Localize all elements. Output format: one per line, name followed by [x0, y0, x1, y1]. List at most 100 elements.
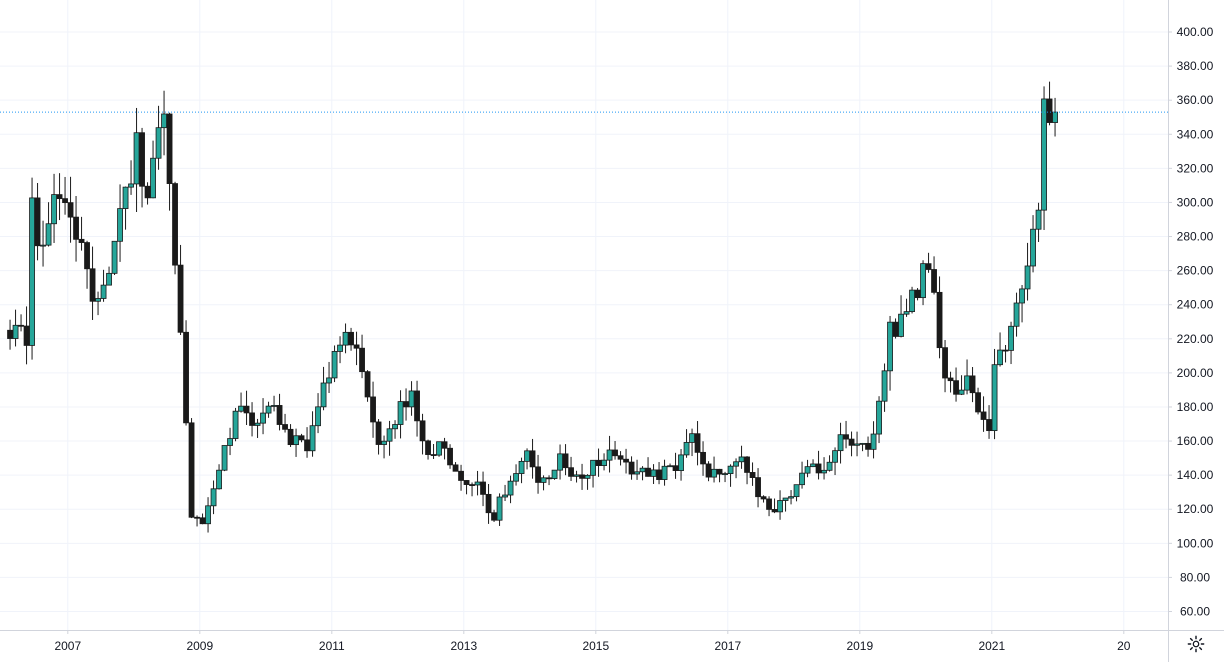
candle[interactable]	[56, 173, 63, 221]
candle[interactable]	[463, 480, 470, 495]
candle[interactable]	[139, 127, 145, 208]
candle[interactable]	[29, 177, 35, 360]
candle[interactable]	[766, 496, 772, 517]
candle[interactable]	[221, 445, 228, 472]
candle[interactable]	[452, 462, 459, 472]
candle[interactable]	[309, 411, 316, 457]
candle[interactable]	[722, 471, 728, 483]
candle[interactable]	[150, 140, 156, 199]
candle[interactable]	[161, 90, 167, 156]
candle[interactable]	[760, 495, 767, 503]
candle[interactable]	[705, 461, 712, 482]
candle[interactable]	[793, 484, 800, 502]
candle[interactable]	[34, 182, 41, 261]
candle[interactable]	[304, 427, 310, 458]
candle[interactable]	[403, 388, 409, 421]
candle[interactable]	[815, 450, 822, 480]
candle[interactable]	[788, 490, 794, 505]
candle[interactable]	[667, 463, 673, 468]
candle[interactable]	[469, 482, 475, 497]
candle[interactable]	[744, 456, 750, 485]
candle[interactable]	[436, 441, 442, 457]
candle[interactable]	[986, 405, 992, 439]
candle[interactable]	[991, 348, 998, 440]
candle[interactable]	[78, 216, 85, 251]
candle[interactable]	[326, 361, 332, 393]
candle[interactable]	[238, 392, 244, 413]
candle[interactable]	[898, 295, 904, 338]
candle[interactable]	[474, 470, 481, 496]
candle[interactable]	[942, 340, 948, 393]
candle[interactable]	[375, 419, 382, 455]
candle[interactable]	[414, 380, 420, 437]
candle[interactable]	[40, 220, 46, 267]
candle[interactable]	[1035, 202, 1042, 242]
candle[interactable]	[634, 459, 640, 480]
candle[interactable]	[870, 421, 877, 459]
y-axis[interactable]: 60.00 80.00 100.00 120.00 140.00 160.00 180.00…	[1168, 25, 1214, 619]
candle[interactable]	[865, 436, 871, 457]
candle[interactable]	[320, 366, 327, 411]
candle[interactable]	[507, 475, 514, 504]
candle[interactable]	[551, 469, 558, 480]
candle[interactable]	[771, 498, 778, 514]
candle[interactable]	[205, 497, 211, 533]
candle[interactable]	[7, 319, 13, 350]
candle[interactable]	[683, 429, 690, 458]
candle[interactable]	[738, 445, 745, 469]
candle[interactable]	[1008, 321, 1014, 365]
candle[interactable]	[117, 184, 123, 262]
candle[interactable]	[975, 387, 981, 415]
candle[interactable]	[18, 314, 24, 332]
candle[interactable]	[95, 291, 101, 316]
candle[interactable]	[810, 459, 816, 468]
candle[interactable]	[364, 370, 371, 402]
x-axis[interactable]: 2007 2009 2011 2013 2015 2017 2019 2021 20	[54, 630, 1131, 653]
candle[interactable]	[694, 421, 701, 466]
candle[interactable]	[155, 105, 162, 170]
candle[interactable]	[843, 420, 849, 449]
candle[interactable]	[656, 462, 662, 485]
candle[interactable]	[947, 371, 954, 393]
candle[interactable]	[980, 396, 987, 432]
candle[interactable]	[458, 464, 464, 491]
candle[interactable]	[777, 490, 783, 520]
candle[interactable]	[689, 428, 695, 457]
candle[interactable]	[1046, 81, 1053, 126]
chart-settings-button[interactable]	[1182, 632, 1210, 660]
candle[interactable]	[111, 240, 118, 276]
candle[interactable]	[661, 459, 668, 486]
candle[interactable]	[408, 381, 415, 416]
candle[interactable]	[639, 466, 646, 481]
candle[interactable]	[601, 453, 607, 471]
candle[interactable]	[540, 475, 547, 491]
candle[interactable]	[331, 345, 338, 383]
candle[interactable]	[243, 390, 250, 426]
candle[interactable]	[194, 515, 200, 527]
candle[interactable]	[67, 176, 74, 243]
candle[interactable]	[881, 363, 888, 412]
candle[interactable]	[183, 320, 189, 426]
candle[interactable]	[419, 413, 426, 455]
candle[interactable]	[573, 470, 580, 483]
candle[interactable]	[293, 428, 299, 457]
candle[interactable]	[733, 458, 739, 479]
candle[interactable]	[100, 269, 107, 302]
candle[interactable]	[529, 438, 536, 479]
candle[interactable]	[678, 449, 684, 481]
candle[interactable]	[876, 396, 882, 444]
candle[interactable]	[353, 331, 360, 366]
candle[interactable]	[62, 176, 68, 215]
candle[interactable]	[430, 444, 437, 459]
candle[interactable]	[518, 457, 525, 484]
candle[interactable]	[298, 433, 305, 443]
candle[interactable]	[854, 431, 860, 457]
candle[interactable]	[447, 444, 453, 469]
candle[interactable]	[936, 276, 943, 359]
candle[interactable]	[1030, 215, 1036, 273]
candle[interactable]	[282, 413, 288, 433]
candle[interactable]	[903, 298, 910, 317]
candle[interactable]	[612, 441, 618, 460]
candle[interactable]	[89, 246, 96, 320]
